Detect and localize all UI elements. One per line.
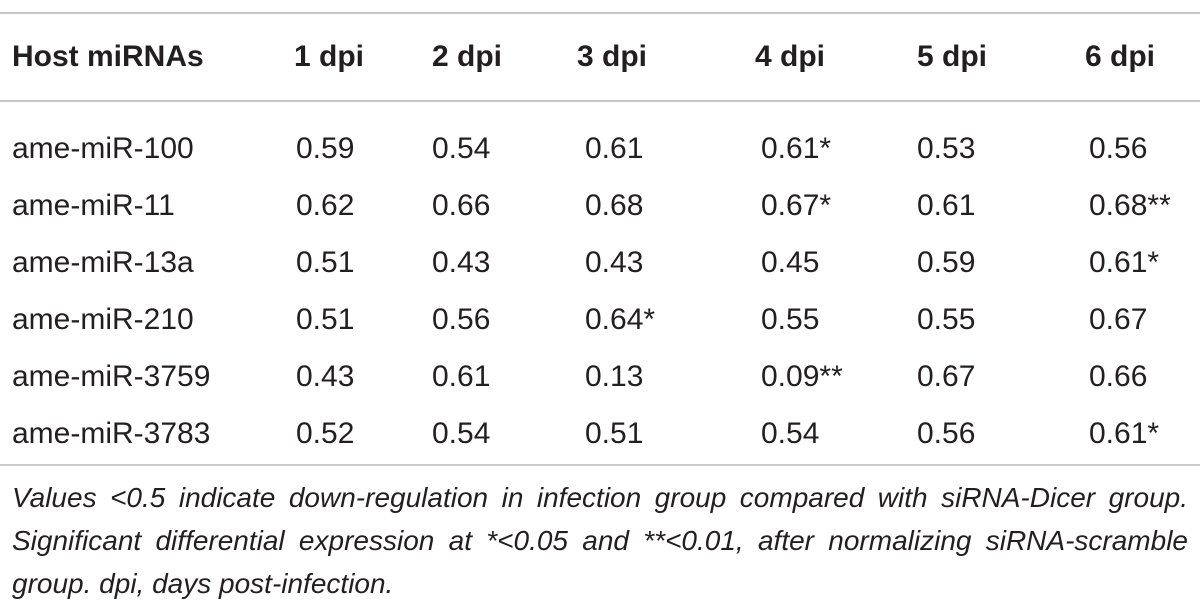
cell-value: 0.43 <box>585 245 644 279</box>
cell-value: 0.62 <box>296 188 355 222</box>
cell-value: 0.59 <box>917 245 976 279</box>
cell-value: 0.13 <box>585 359 644 393</box>
cell-value: 0.45 <box>761 245 820 279</box>
cell-value: 0.56 <box>432 302 491 336</box>
cell-value: 0.61* <box>1089 245 1160 279</box>
cell-mirna-name: ame-miR-11 <box>12 188 175 222</box>
cell-mirna-name: ame-miR-210 <box>12 302 194 336</box>
cell-value: 0.61 <box>585 131 644 165</box>
cell-value: 0.51 <box>296 302 355 336</box>
cell-value: 0.61 <box>432 359 491 393</box>
cell-value: 0.67 <box>917 359 976 393</box>
cell-value: 0.54 <box>432 131 491 165</box>
table-row: ame-miR-13a 0.51 0.43 0.43 0.45 0.59 0.6… <box>0 234 1200 291</box>
cell-value: 0.56 <box>917 416 976 450</box>
cell-value: 0.64* <box>585 302 656 336</box>
cell-value: 0.55 <box>917 302 976 336</box>
cell-value: 0.61 <box>917 188 976 222</box>
cell-value: 0.66 <box>432 188 491 222</box>
cell-value: 0.53 <box>917 131 976 165</box>
table-row: ame-miR-3759 0.43 0.61 0.13 0.09** 0.67 … <box>0 348 1200 405</box>
cell-value: 0.54 <box>761 416 820 450</box>
cell-value: 0.68 <box>585 188 644 222</box>
header-1-dpi: 1 dpi <box>294 40 365 73</box>
header-2-dpi: 2 dpi <box>432 40 503 73</box>
cell-value: 0.51 <box>296 245 355 279</box>
header-host-mirnas: Host miRNAs <box>12 40 204 73</box>
table-row: ame-miR-210 0.51 0.56 0.64* 0.55 0.55 0.… <box>0 291 1200 348</box>
cell-value: 0.51 <box>585 416 644 450</box>
table-row: ame-miR-3783 0.52 0.54 0.51 0.54 0.56 0.… <box>0 405 1200 462</box>
cell-mirna-name: ame-miR-100 <box>12 131 194 165</box>
table-header-row: Host miRNAs 1 dpi 2 dpi 3 dpi 4 dpi 5 dp… <box>0 14 1200 100</box>
cell-value: 0.67* <box>761 188 832 222</box>
table-top-rule <box>0 12 1200 14</box>
cell-value: 0.59 <box>296 131 355 165</box>
header-3-dpi: 3 dpi <box>577 40 648 73</box>
header-6-dpi: 6 dpi <box>1085 40 1156 73</box>
cell-value: 0.43 <box>296 359 355 393</box>
cell-value: 0.67 <box>1089 302 1148 336</box>
cell-value: 0.61* <box>761 131 832 165</box>
table-row: ame-miR-11 0.62 0.66 0.68 0.67* 0.61 0.6… <box>0 177 1200 234</box>
cell-value: 0.56 <box>1089 131 1148 165</box>
cell-value: 0.52 <box>296 416 355 450</box>
mirna-expression-table: Host miRNAs 1 dpi 2 dpi 3 dpi 4 dpi 5 dp… <box>0 14 1200 462</box>
header-5-dpi: 5 dpi <box>917 40 988 73</box>
table-footnote: Values <0.5 indicate down-regulation in … <box>12 482 1188 599</box>
table-row: ame-miR-100 0.59 0.54 0.61 0.61* 0.53 0.… <box>0 100 1200 177</box>
cell-value: 0.09** <box>761 359 843 393</box>
cell-value: 0.55 <box>761 302 820 336</box>
cell-value: 0.68** <box>1089 188 1171 222</box>
table-bottom-rule <box>0 464 1200 466</box>
cell-mirna-name: ame-miR-13a <box>12 245 194 279</box>
header-4-dpi: 4 dpi <box>755 40 826 73</box>
cell-value: 0.54 <box>432 416 491 450</box>
table-header-rule <box>0 100 1200 102</box>
cell-mirna-name: ame-miR-3783 <box>12 416 211 450</box>
cell-value: 0.43 <box>432 245 491 279</box>
cell-value: 0.61* <box>1089 416 1160 450</box>
cell-mirna-name: ame-miR-3759 <box>12 359 211 393</box>
cell-value: 0.66 <box>1089 359 1148 393</box>
